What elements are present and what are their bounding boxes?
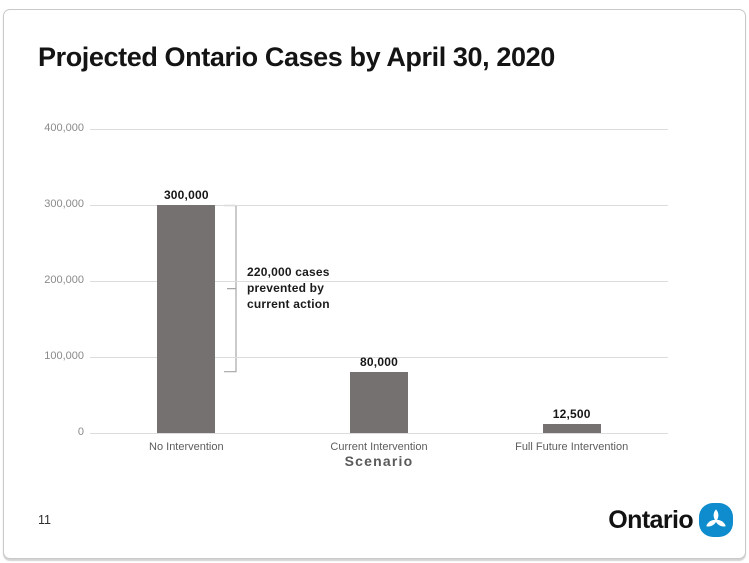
page-number: 11 bbox=[38, 513, 51, 527]
bar-value-label: 12,500 bbox=[552, 406, 591, 421]
ontario-trillium-icon bbox=[699, 503, 733, 537]
bar bbox=[350, 372, 408, 433]
annotation-line: 220,000 cases bbox=[247, 264, 330, 279]
x-axis-title: Scenario bbox=[344, 453, 414, 469]
x-tick-label: Current Intervention bbox=[330, 441, 428, 453]
x-tick-label: Full Future Intervention bbox=[515, 441, 629, 453]
slide-border bbox=[3, 9, 746, 559]
y-tick-label: 300,000 bbox=[44, 198, 84, 210]
y-tick-label: 400,000 bbox=[44, 122, 84, 134]
y-tick-label: 200,000 bbox=[44, 274, 84, 286]
bar-value-label: 300,000 bbox=[163, 188, 209, 202]
gridline bbox=[90, 432, 668, 434]
ontario-logo: Ontario bbox=[608, 503, 733, 537]
y-tick-label: 0 bbox=[77, 426, 84, 438]
ontario-wordmark: Ontario bbox=[608, 505, 693, 534]
annotation-line: prevented by bbox=[247, 280, 325, 295]
gridline bbox=[90, 280, 668, 282]
bar-value-label: 80,000 bbox=[360, 355, 398, 370]
difference-bracket-icon bbox=[224, 204, 237, 373]
annotation-line: current action bbox=[247, 296, 330, 311]
gridline bbox=[90, 356, 668, 358]
bar bbox=[157, 205, 216, 433]
y-tick-label: 100,000 bbox=[44, 350, 84, 362]
gridline bbox=[90, 128, 668, 130]
annotation-callout: 220,000 cases prevented by current actio… bbox=[247, 264, 330, 312]
chart-title: Projected Ontario Cases by April 30, 202… bbox=[38, 42, 555, 72]
x-tick-label: No Intervention bbox=[149, 441, 224, 453]
bar bbox=[542, 423, 601, 433]
gridline bbox=[90, 204, 668, 206]
